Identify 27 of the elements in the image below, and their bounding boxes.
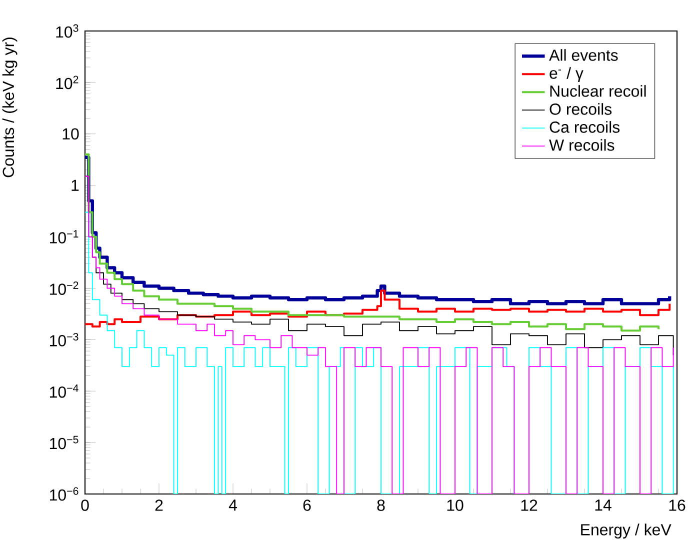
y-tick-label: 10$^{−1}$ [50, 230, 78, 244]
y-tick-label: 10 [62, 128, 79, 140]
y-axis-title: Counts / (keV kg yr) [2, 38, 18, 178]
y-tick-label: 10$^{−2}$ [50, 282, 78, 295]
legend-label: e$^{-}$ / γ [550, 67, 584, 82]
x-tick-label: 16 [669, 500, 686, 511]
y-tick-label: 10$^{−3}$ [50, 332, 78, 346]
x-tick-label: 0 [81, 500, 89, 511]
legend-label: Nuclear recoil [550, 85, 646, 97]
y-tick-label: 10$^{−5}$ [50, 436, 78, 450]
legend-label: W recoils [549, 139, 614, 151]
x-tick-label: 12 [521, 500, 538, 511]
x-axis-title: Energy / keV [581, 524, 672, 539]
y-tick-label: 1 [72, 180, 79, 191]
legend-label: O recoils [550, 103, 612, 115]
x-tick-label: 10 [447, 500, 464, 511]
x-tick-label: 2 [155, 500, 163, 511]
y-tick-label: 10$^{3}$ [56, 24, 78, 38]
x-tick-label: 4 [228, 500, 237, 511]
x-tick-label: 14 [595, 500, 612, 511]
y-tick-label: 10$^{−6}$ [50, 487, 78, 501]
x-tick-label: 8 [377, 500, 385, 511]
legend-label: All events [549, 49, 618, 61]
y-tick-label: 10$^{−4}$ [50, 384, 78, 398]
y-tick-label: 10$^{2}$ [56, 76, 78, 90]
legend-label: Ca recoils [550, 121, 620, 133]
x-tick-label: 6 [303, 500, 311, 511]
